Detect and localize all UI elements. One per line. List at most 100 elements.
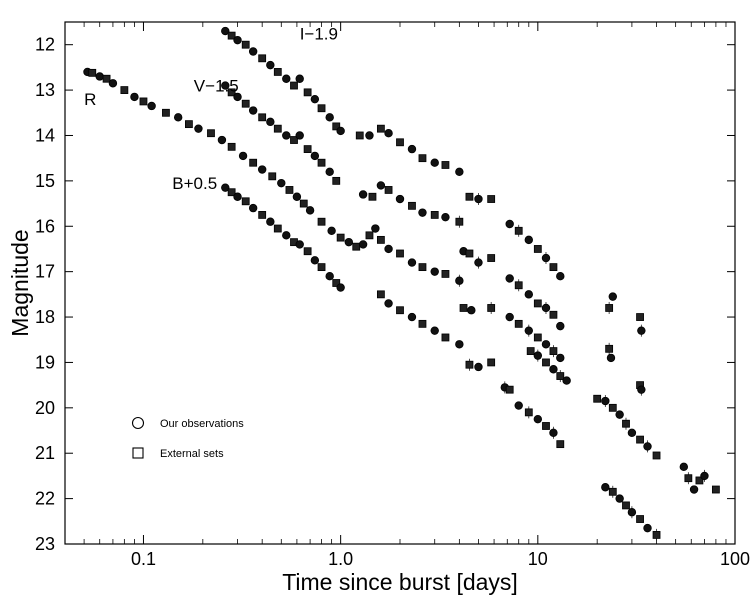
band-label: B+0.5	[172, 174, 217, 193]
data-point	[418, 208, 427, 217]
data-point	[282, 231, 291, 240]
data-point	[459, 304, 468, 312]
data-point	[258, 113, 267, 122]
data-point	[130, 92, 139, 102]
data-point	[652, 531, 661, 539]
data-point	[643, 442, 652, 451]
data-point	[601, 483, 610, 492]
data-point	[514, 281, 523, 290]
data-point	[652, 451, 661, 460]
axis-ticks	[65, 22, 736, 545]
data-point	[282, 74, 291, 83]
data-point	[700, 471, 709, 481]
data-point	[258, 54, 267, 63]
band-labels: I−1.9 V−1.5 R B+0.5	[84, 24, 338, 193]
data-point	[505, 312, 514, 322]
data-point	[221, 26, 230, 36]
band-label: V−1.5	[194, 77, 239, 96]
data-point	[266, 117, 275, 127]
data-point	[455, 340, 464, 349]
data-point	[268, 172, 277, 181]
data-point	[258, 211, 267, 219]
data-point	[430, 158, 439, 167]
data-point	[396, 306, 404, 315]
data-points	[83, 26, 720, 541]
data-point	[636, 515, 644, 523]
data-point	[248, 47, 258, 56]
y-tick-label: 15	[35, 171, 55, 191]
data-point	[217, 135, 227, 145]
x-tick-label: 10	[528, 549, 548, 569]
band-label: R	[84, 90, 96, 109]
data-point	[305, 206, 315, 215]
data-point	[441, 161, 450, 169]
data-point	[273, 68, 282, 76]
data-point	[643, 523, 652, 533]
data-point	[549, 365, 558, 374]
data-point	[636, 313, 644, 321]
data-point	[608, 403, 617, 412]
data-point	[533, 333, 542, 342]
data-point	[549, 347, 558, 355]
data-point	[556, 372, 565, 380]
data-point	[556, 271, 565, 281]
x-tick-label: 1.0	[328, 549, 353, 569]
data-point	[325, 271, 334, 281]
data-point	[273, 224, 282, 233]
data-point	[325, 167, 334, 176]
data-point	[248, 203, 258, 213]
data-point	[266, 60, 275, 70]
data-point	[317, 263, 326, 272]
data-point	[679, 462, 689, 472]
data-point	[689, 485, 699, 494]
data-point	[467, 306, 476, 315]
data-point	[277, 178, 286, 188]
data-point	[303, 145, 312, 153]
y-tick-label: 12	[35, 35, 55, 55]
data-point	[241, 40, 250, 49]
data-point	[221, 81, 230, 90]
data-point	[556, 353, 565, 363]
data-point	[282, 131, 291, 140]
data-point	[227, 88, 236, 97]
data-point	[418, 263, 427, 272]
data-point	[636, 435, 644, 444]
data-point	[684, 474, 693, 483]
data-point	[88, 68, 97, 77]
data-point	[542, 358, 550, 367]
data-point	[474, 362, 483, 372]
data-point	[290, 136, 298, 144]
data-point	[533, 351, 543, 360]
data-point	[407, 144, 417, 154]
data-point	[384, 299, 393, 308]
data-point	[332, 279, 341, 287]
data-point	[524, 290, 533, 299]
data-point	[556, 440, 565, 449]
data-point	[542, 422, 550, 430]
data-point	[227, 188, 236, 197]
data-point	[418, 154, 427, 163]
data-point	[455, 276, 464, 285]
data-point	[310, 151, 320, 161]
data-point	[368, 192, 377, 201]
data-point	[344, 237, 354, 247]
data-point	[608, 487, 617, 496]
data-point	[108, 79, 118, 88]
legend-label: Our observations	[160, 418, 244, 430]
data-point	[455, 167, 464, 176]
data-point	[474, 194, 483, 204]
data-point	[487, 254, 496, 262]
data-point	[455, 217, 464, 226]
legend-label: External sets	[160, 448, 224, 460]
data-point	[292, 192, 302, 201]
data-point	[514, 226, 523, 235]
data-point	[711, 485, 720, 494]
data-point	[227, 142, 236, 151]
data-point	[549, 263, 558, 272]
data-point	[533, 299, 542, 308]
data-point	[487, 358, 496, 367]
data-point	[533, 414, 543, 424]
data-point	[336, 126, 345, 136]
data-point	[418, 319, 427, 328]
